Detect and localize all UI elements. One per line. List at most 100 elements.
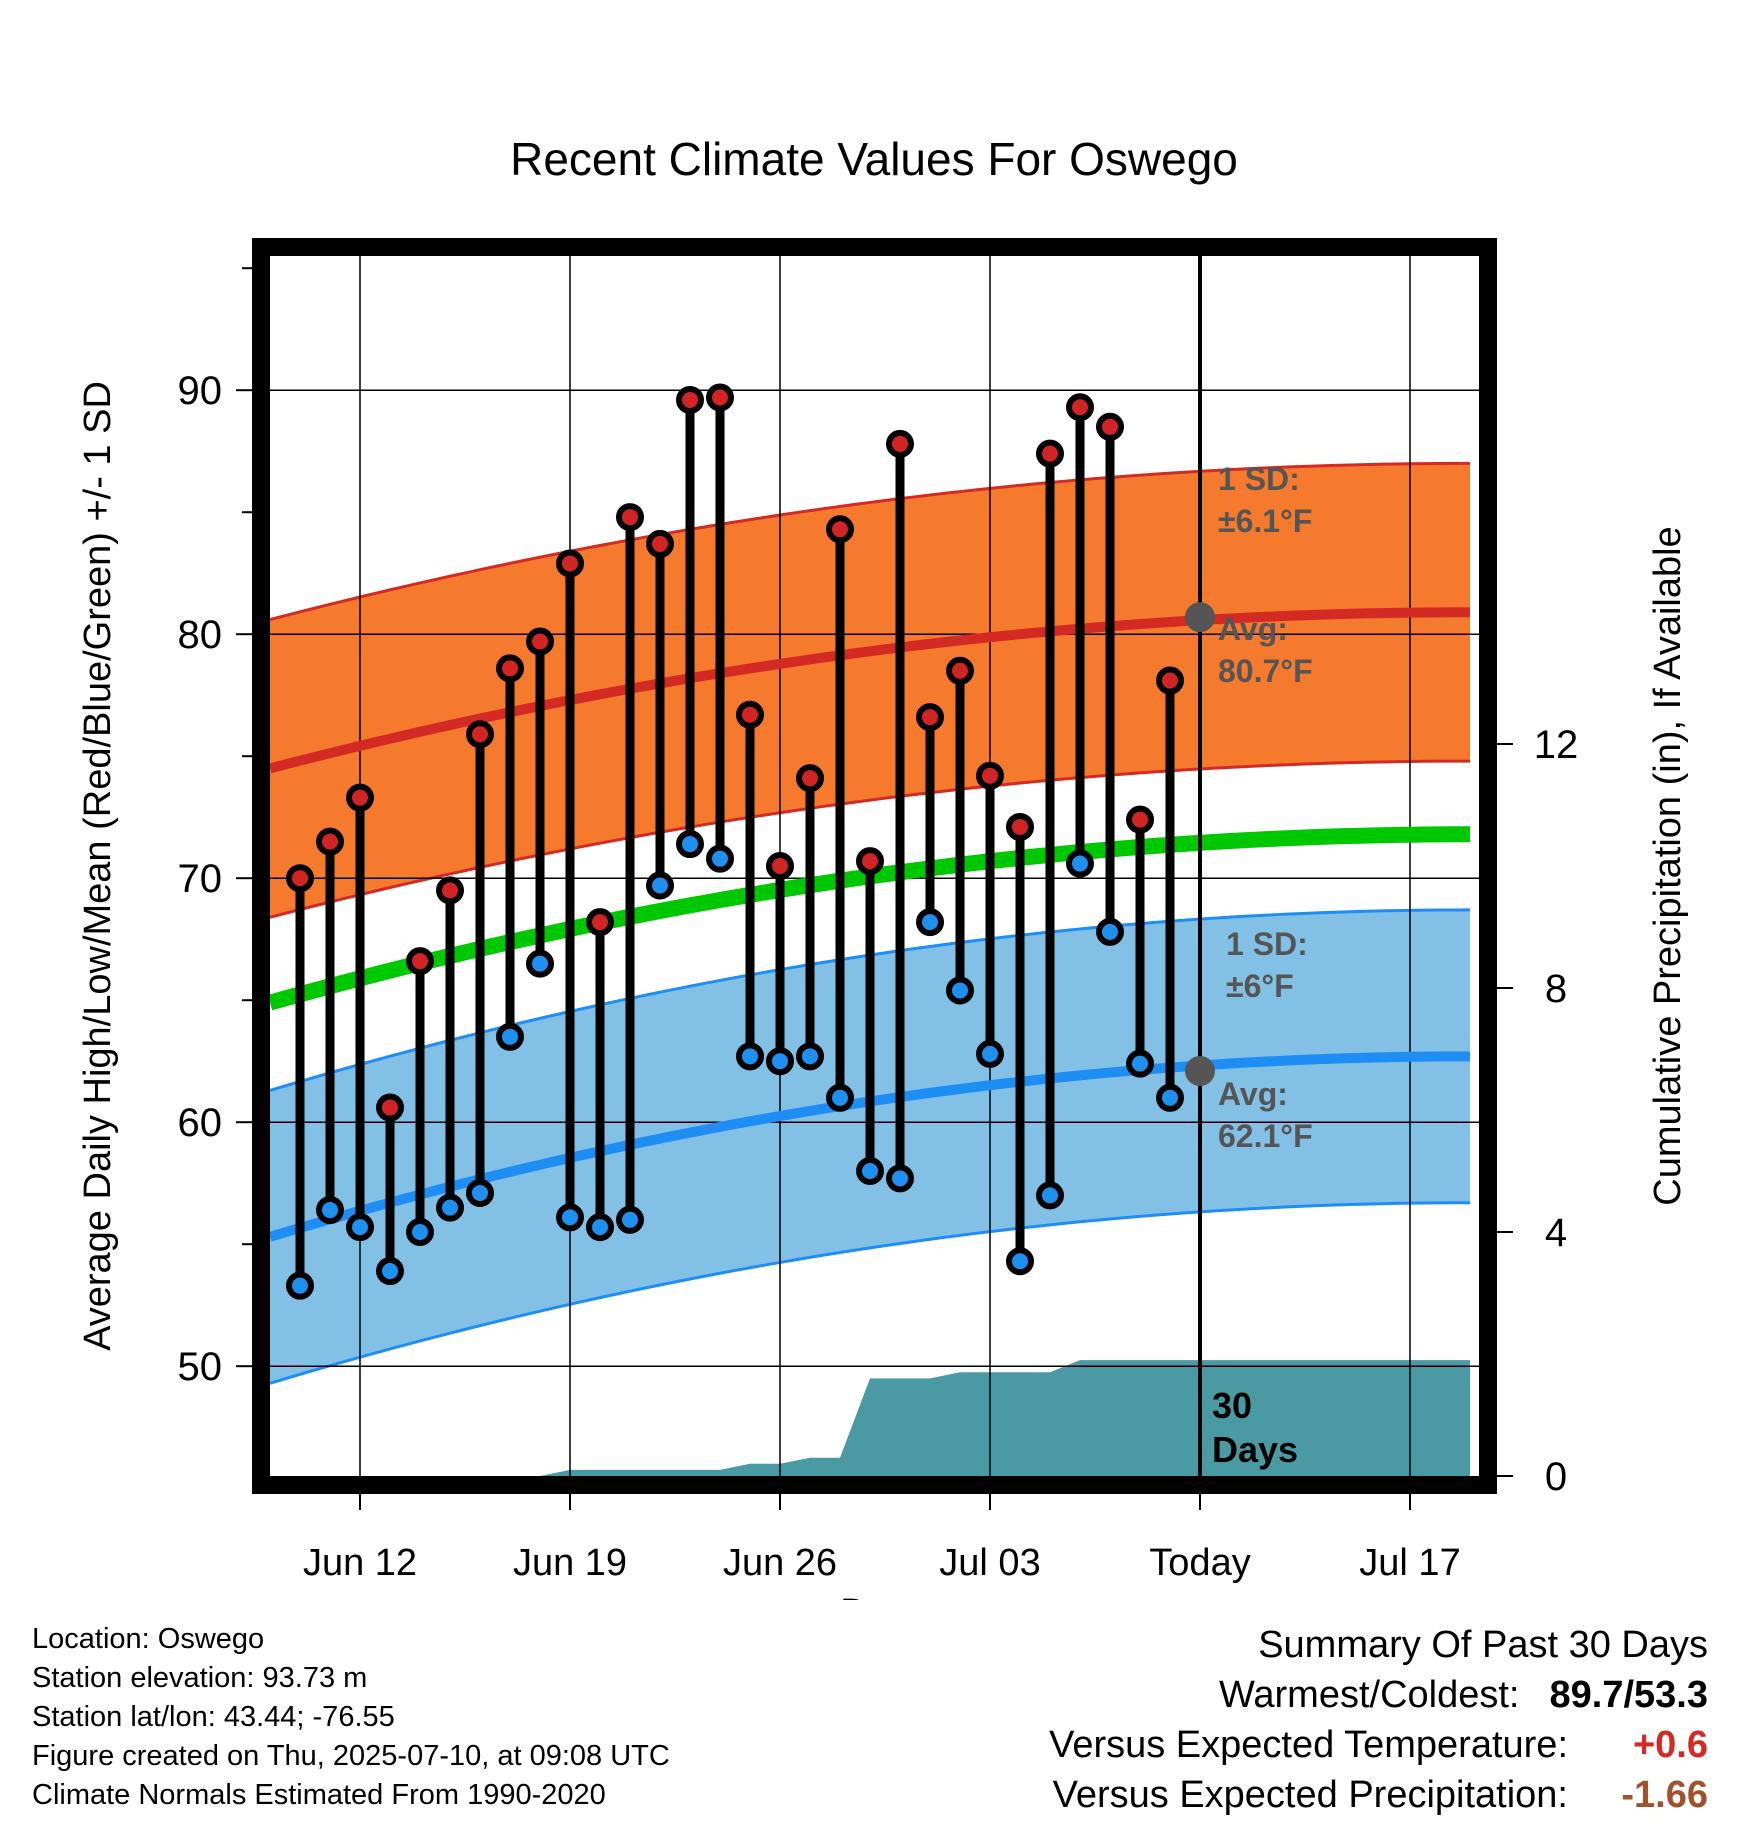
low-point bbox=[1006, 1247, 1034, 1276]
annotations: 1 SD: ±6.1°F Avg: 80.7°F 1 SD: ±6°F Avg: 62.1°F… bbox=[1212, 461, 1313, 1470]
precip-vs-expected-value: -1.66 bbox=[1621, 1774, 1708, 1816]
station-elevation: Station elevation: 93.73 m bbox=[32, 1662, 368, 1694]
high-point bbox=[316, 827, 344, 856]
normal-high-line bbox=[270, 607, 1471, 774]
high-point bbox=[976, 761, 1004, 790]
y2-tick-label-8: 8 bbox=[1545, 967, 1567, 1011]
high-point bbox=[616, 503, 644, 532]
high-point bbox=[346, 783, 374, 812]
precipitation-area bbox=[270, 1360, 1470, 1476]
y2-tick-label-12: 12 bbox=[1534, 723, 1579, 767]
low-point bbox=[676, 830, 704, 859]
precip-cumulative-area bbox=[270, 1360, 1470, 1476]
high-point bbox=[286, 864, 314, 893]
low-point bbox=[976, 1039, 1004, 1068]
high-point bbox=[736, 700, 764, 729]
high-point bbox=[676, 385, 704, 414]
low-point bbox=[946, 976, 974, 1005]
climate-normals-note: Climate Normals Estimated From 1990-2020 bbox=[32, 1779, 606, 1811]
low-point bbox=[1096, 917, 1124, 946]
station-latlon: Station lat/lon: 43.44; -76.55 bbox=[32, 1701, 395, 1733]
high-point bbox=[646, 529, 674, 558]
climate-chart: Recent Climate Values For Oswego 1 SD: ±6… bbox=[77, 133, 1689, 1600]
warmest-high: 89.7 bbox=[1549, 1674, 1624, 1716]
y-tick-label-50: 50 bbox=[178, 1345, 223, 1389]
daily-range-bars bbox=[286, 383, 1184, 1300]
summary-precip-row: Versus Expected Precipitation: -1.66 bbox=[1049, 1770, 1708, 1820]
high-sd-band-upper-edge bbox=[270, 461, 1471, 622]
high-point bbox=[766, 852, 794, 880]
x-tick-label-0: Jun 12 bbox=[303, 1542, 417, 1584]
low-sd-band-lower-edge bbox=[270, 1201, 1471, 1385]
y2-tick-label-4: 4 bbox=[1545, 1211, 1567, 1255]
today-low-avg-marker bbox=[1185, 1055, 1215, 1086]
precip-days-label-1: 30 bbox=[1212, 1385, 1252, 1426]
low-point bbox=[286, 1271, 314, 1300]
low-avg-value: 62.1°F bbox=[1218, 1118, 1313, 1154]
high-point bbox=[496, 654, 524, 683]
today-marker bbox=[1185, 256, 1215, 1476]
x-tick-label-5: Jul 17 bbox=[1359, 1542, 1460, 1584]
high-point bbox=[1066, 393, 1094, 422]
summary-panel: Summary Of Past 30 Days Warmest/Coldest:… bbox=[1049, 1620, 1708, 1820]
high-point bbox=[586, 908, 614, 937]
x-tick-label-1: Jun 19 bbox=[513, 1542, 627, 1584]
low-point bbox=[586, 1213, 614, 1242]
low-point bbox=[556, 1203, 584, 1232]
y-tick-label-90: 90 bbox=[178, 369, 223, 413]
low-point bbox=[346, 1213, 374, 1242]
precip-vs-expected-label: Versus Expected Precipitation: bbox=[1052, 1774, 1568, 1816]
low-point bbox=[646, 871, 674, 900]
low-point bbox=[1126, 1049, 1154, 1078]
temp-vs-expected-value: +0.6 bbox=[1632, 1724, 1708, 1766]
coldest-low: 53.3 bbox=[1634, 1674, 1708, 1716]
summary-temp-row: Versus Expected Temperature: +0.6 bbox=[1049, 1720, 1708, 1770]
low-point bbox=[766, 1047, 794, 1076]
low-point bbox=[736, 1042, 764, 1071]
low-avg-label: Avg: bbox=[1218, 1076, 1288, 1112]
low-point bbox=[826, 1083, 854, 1112]
y-axis-label: Average Daily High/Low/Mean (Red/Blue/Gr… bbox=[77, 381, 119, 1351]
axes: 50 60 70 80 90 0 4 8 12 Jun 12 Jun 19 Jun 26 Jul 03 T… bbox=[178, 267, 1579, 1584]
warmest-sep: / bbox=[1623, 1674, 1635, 1716]
high-point bbox=[946, 656, 974, 685]
high-point bbox=[556, 549, 584, 578]
x-axis-label: Day bbox=[840, 1592, 908, 1600]
high-avg-value: 80.7°F bbox=[1218, 653, 1313, 689]
low-point bbox=[616, 1205, 644, 1234]
low-point bbox=[406, 1218, 434, 1246]
high-point bbox=[886, 429, 914, 458]
high-point bbox=[856, 847, 884, 876]
low-point bbox=[1156, 1083, 1184, 1112]
high-point bbox=[796, 764, 824, 793]
low-point bbox=[796, 1042, 824, 1071]
high-point bbox=[1096, 412, 1124, 441]
high-point bbox=[1156, 666, 1184, 695]
temp-vs-expected-label: Versus Expected Temperature: bbox=[1049, 1724, 1568, 1766]
station-info: Location: Oswego Station elevation: 93.7… bbox=[32, 1620, 670, 1815]
low-point bbox=[466, 1178, 494, 1207]
y-tick-label-80: 80 bbox=[178, 613, 223, 657]
high-sd-value: ±6.1°F bbox=[1218, 503, 1312, 539]
low-point bbox=[376, 1257, 404, 1286]
y2-axis-label: Cumulative Precipitation (in), If Availa… bbox=[1647, 526, 1689, 1205]
low-sd-label: 1 SD: bbox=[1226, 926, 1308, 962]
high-sd-label: 1 SD: bbox=[1218, 461, 1300, 497]
high-point bbox=[436, 876, 464, 905]
precip-days-label-2: Days bbox=[1212, 1429, 1298, 1470]
warmest-value: 89.7/53.3 bbox=[1550, 1670, 1709, 1720]
low-sd-value: ±6°F bbox=[1226, 968, 1294, 1004]
summary-title: Summary Of Past 30 Days bbox=[1258, 1624, 1708, 1666]
high-avg-label: Avg: bbox=[1218, 611, 1288, 647]
low-point bbox=[706, 844, 734, 873]
x-tick-label-2: Jun 26 bbox=[723, 1542, 837, 1584]
y-tick-label-60: 60 bbox=[178, 1101, 223, 1145]
plot-frame bbox=[252, 238, 1497, 1494]
today-high-avg-marker bbox=[1185, 602, 1215, 633]
figure-created: Figure created on Thu, 2025-07-10, at 09… bbox=[32, 1740, 670, 1772]
high-point bbox=[826, 515, 854, 544]
high-point bbox=[526, 627, 554, 656]
low-point bbox=[856, 1157, 884, 1185]
high-sd-band-lower-edge bbox=[270, 759, 1471, 919]
low-point bbox=[916, 908, 944, 937]
